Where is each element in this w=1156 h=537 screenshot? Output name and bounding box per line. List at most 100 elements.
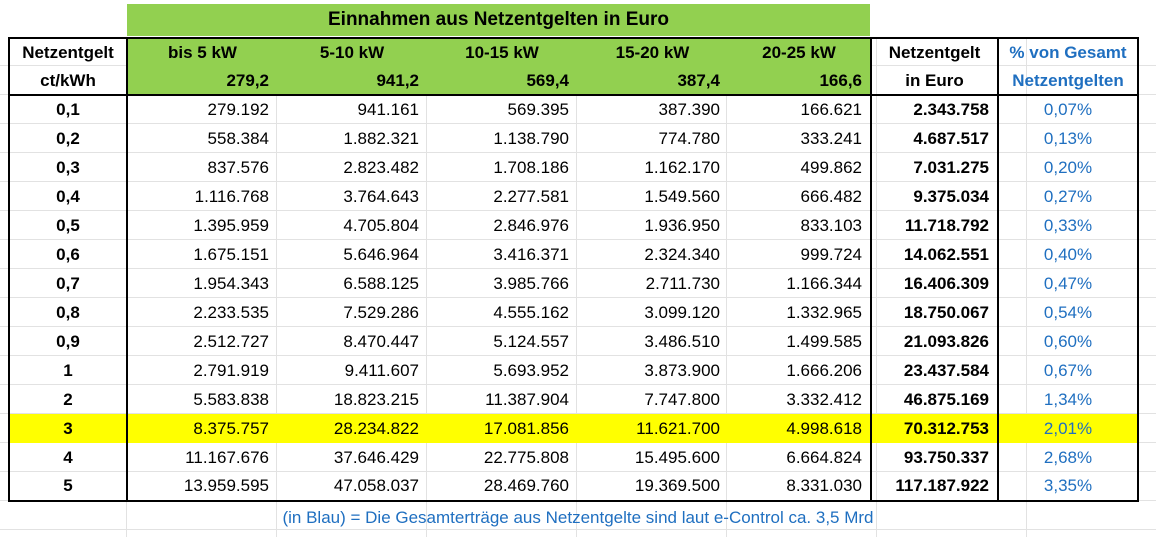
total-cell[interactable]: 4.687.517	[870, 124, 999, 153]
rate-cell[interactable]: 0,4	[8, 182, 128, 211]
value-cell[interactable]: 6.664.824	[728, 443, 872, 472]
value-cell[interactable]: 8.331.030	[728, 472, 872, 502]
pct-cell[interactable]: 2,01%	[997, 414, 1139, 443]
value-cell[interactable]: 1.954.343	[126, 269, 277, 298]
value-cell[interactable]: 666.482	[728, 182, 872, 211]
value-cell[interactable]: 1.138.790	[493, 128, 569, 148]
value-cell[interactable]: 5.583.838	[126, 385, 277, 414]
total-cell[interactable]: 117.187.922	[870, 472, 999, 502]
value-cell[interactable]: 7.529.286	[343, 302, 419, 322]
value-cell[interactable]: 2.823.482	[343, 157, 419, 177]
total-cell[interactable]: 7.031.275	[870, 153, 999, 182]
value-cell[interactable]: 11.167.676	[126, 443, 277, 472]
value-cell[interactable]: 2.324.340	[644, 244, 720, 264]
value-cell[interactable]: 2.233.535	[126, 298, 277, 327]
header-total-unit[interactable]: in Euro	[870, 67, 999, 96]
value-cell[interactable]: 1.675.151	[126, 240, 277, 269]
header-pct-unit[interactable]: Netzentgelten	[997, 67, 1139, 96]
header-group-value[interactable]: 166,6	[728, 67, 872, 96]
pct-cell[interactable]: 0,33%	[997, 211, 1139, 240]
rate-cell[interactable]: 2	[8, 385, 128, 414]
value-cell[interactable]: 1.708.186	[493, 157, 569, 177]
value-cell[interactable]: 3.099.120	[644, 302, 720, 322]
value-cell[interactable]: 18.823.215	[333, 389, 419, 409]
pct-cell[interactable]: 1,34%	[997, 385, 1139, 414]
pct-cell[interactable]: 0,60%	[997, 327, 1139, 356]
pct-cell[interactable]: 0,20%	[997, 153, 1139, 182]
value-cell[interactable]: 833.103	[728, 211, 872, 240]
value-cell[interactable]: 837.576	[126, 153, 277, 182]
value-cell[interactable]: 569.395	[507, 100, 569, 119]
rate-cell[interactable]: 0,1	[8, 95, 128, 124]
header-group-label[interactable]: 15-20 kW	[577, 37, 728, 67]
pct-cell[interactable]: 2,68%	[997, 443, 1139, 472]
total-cell[interactable]: 23.437.584	[870, 356, 999, 385]
value-cell[interactable]: 5.693.952	[493, 360, 569, 380]
header-group-value[interactable]: 569,4	[427, 67, 577, 96]
rate-cell[interactable]: 4	[8, 443, 128, 472]
value-cell[interactable]: 19.369.500	[577, 472, 728, 502]
value-cell[interactable]: 15.495.600	[634, 447, 720, 467]
value-cell[interactable]: 3.486.510	[644, 331, 720, 351]
total-cell[interactable]: 11.718.792	[870, 211, 999, 240]
header-group-value[interactable]: 941,2	[277, 67, 427, 96]
value-cell[interactable]: 2.512.727	[126, 327, 277, 356]
footer-note[interactable]: (in Blau) = Die Gesamterträge aus Netzen…	[282, 508, 874, 527]
rate-cell[interactable]: 1	[8, 356, 128, 385]
header-group-label[interactable]: 5-10 kW	[277, 37, 427, 67]
rate-cell[interactable]: 0,9	[8, 327, 128, 356]
value-cell[interactable]: 1.162.170	[644, 157, 720, 177]
rate-cell[interactable]: 5	[8, 472, 128, 502]
rate-cell[interactable]: 0,8	[8, 298, 128, 327]
value-cell[interactable]: 8.375.757	[126, 414, 277, 443]
value-cell[interactable]: 3.332.412	[728, 385, 872, 414]
value-cell[interactable]: 1.549.560	[644, 186, 720, 206]
value-cell[interactable]: 1.332.965	[728, 298, 872, 327]
value-cell[interactable]: 4.555.162	[493, 302, 569, 322]
header-group-value[interactable]: 279,2	[126, 67, 277, 96]
total-cell[interactable]: 21.093.826	[870, 327, 999, 356]
value-cell[interactable]: 999.724	[728, 240, 872, 269]
value-cell[interactable]: 5.124.557	[493, 331, 569, 351]
total-cell[interactable]: 18.750.067	[870, 298, 999, 327]
pct-cell[interactable]: 0,07%	[997, 95, 1139, 124]
value-cell[interactable]: 2.846.976	[493, 215, 569, 235]
total-cell[interactable]: 93.750.337	[870, 443, 999, 472]
value-cell[interactable]: 1.166.344	[728, 269, 872, 298]
value-cell[interactable]: 2.277.581	[493, 186, 569, 206]
value-cell[interactable]: 1.395.959	[126, 211, 277, 240]
value-cell[interactable]: 1.116.768	[126, 182, 277, 211]
total-cell[interactable]: 14.062.551	[870, 240, 999, 269]
value-cell[interactable]: 28.234.822	[277, 414, 427, 443]
header-rate-label[interactable]: Netzentgelt	[8, 37, 128, 67]
value-cell[interactable]: 3.416.371	[493, 244, 569, 264]
rate-cell[interactable]: 0,3	[8, 153, 128, 182]
rate-cell[interactable]: 3	[8, 414, 128, 443]
value-cell[interactable]: 6.588.125	[343, 273, 419, 293]
value-cell[interactable]: 499.862	[728, 153, 872, 182]
value-cell[interactable]: 279.192	[126, 95, 277, 124]
value-cell[interactable]: 558.384	[126, 124, 277, 153]
pct-cell[interactable]: 0,47%	[997, 269, 1139, 298]
total-cell[interactable]: 9.375.034	[870, 182, 999, 211]
total-cell[interactable]: 16.406.309	[870, 269, 999, 298]
value-cell[interactable]: 941.161	[357, 100, 419, 119]
rate-cell[interactable]: 0,7	[8, 269, 128, 298]
value-cell[interactable]: 3.985.766	[493, 273, 569, 293]
header-rate-unit[interactable]: ct/kWh	[8, 67, 128, 96]
value-cell[interactable]: 4.998.618	[728, 414, 872, 443]
value-cell[interactable]: 11.621.700	[577, 414, 728, 443]
value-cell[interactable]: 1.936.950	[644, 215, 720, 235]
total-cell[interactable]: 70.312.753	[870, 414, 999, 443]
value-cell[interactable]: 11.387.904	[485, 389, 569, 409]
value-cell[interactable]: 387.390	[658, 100, 720, 119]
value-cell[interactable]: 2.711.730	[645, 273, 720, 293]
value-cell[interactable]: 4.705.804	[343, 215, 419, 235]
value-cell[interactable]: 166.621	[728, 95, 872, 124]
total-cell[interactable]: 2.343.758	[870, 95, 999, 124]
header-group-label[interactable]: 10-15 kW	[427, 37, 577, 67]
value-cell[interactable]: 37.646.429	[333, 447, 419, 467]
value-cell[interactable]: 1.499.585	[728, 327, 872, 356]
header-group-label[interactable]: 20-25 kW	[728, 37, 872, 67]
value-cell[interactable]: 3.764.643	[343, 186, 419, 206]
